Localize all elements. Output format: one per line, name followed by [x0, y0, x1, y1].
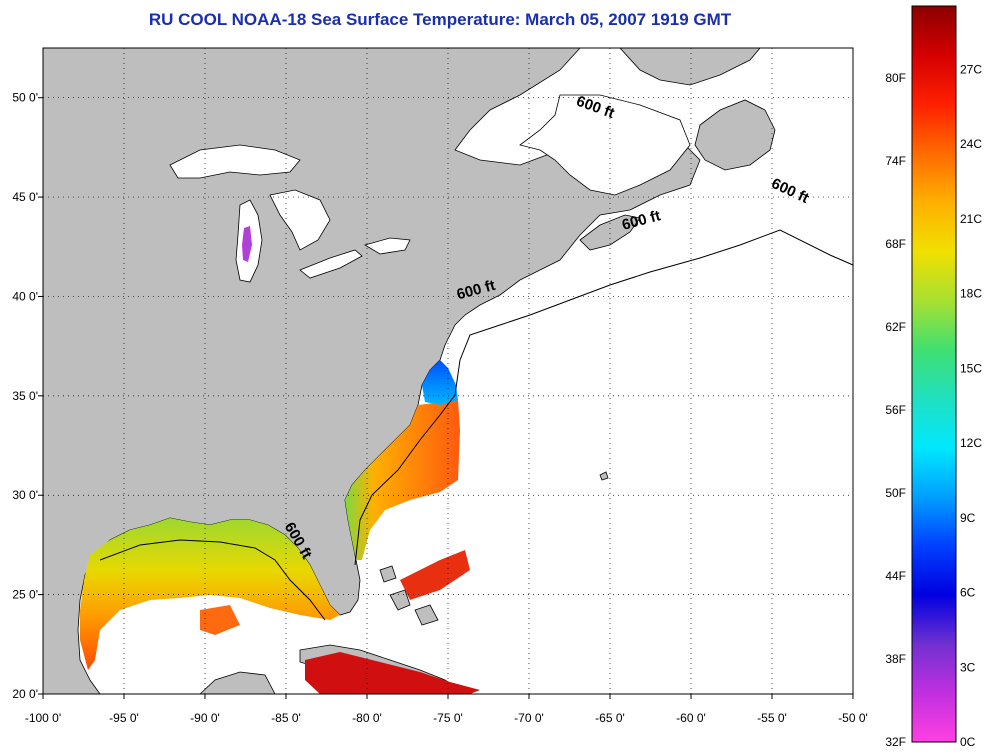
colorbar-celsius-label: 0C — [960, 735, 976, 749]
sst-southeast-shelf — [345, 400, 460, 560]
great-lakes — [169, 144, 411, 283]
sst-gulf-patch-1 — [200, 605, 240, 635]
lon-tick-label: -85 0' — [271, 711, 301, 725]
land-newfoundland — [694, 99, 776, 171]
lake-huron — [269, 189, 331, 251]
colorbar-fahrenheit-label: 80F — [885, 71, 906, 85]
lon-tick-label: -80 0' — [352, 711, 382, 725]
graticule — [43, 48, 853, 694]
lon-tick-label: -70 0' — [514, 711, 544, 725]
sst-gulf-of-mexico — [80, 518, 340, 670]
lat-tick-label: 30 0' — [12, 488, 38, 502]
colorbar-celsius-label: 15C — [960, 361, 982, 375]
land-bahamas-3 — [379, 565, 397, 583]
lon-tick-label: -50 0' — [838, 711, 868, 725]
gulf-st-lawrence — [519, 94, 691, 196]
colorbar-celsius-label: 12C — [960, 436, 982, 450]
land-bermuda — [599, 471, 609, 481]
colorbar-fahrenheit-label: 32F — [885, 735, 906, 749]
land-labrador — [619, 47, 761, 86]
lake-erie — [299, 249, 363, 279]
sst-bahamas-patch-1 — [400, 550, 470, 600]
lat-tick-label: 25 0' — [12, 588, 38, 602]
lat-tick-label: 40 0' — [12, 289, 38, 303]
depth-contour-600ft — [99, 229, 854, 621]
lake-superior — [169, 144, 301, 179]
lat-tick-label: 50 0' — [12, 91, 38, 105]
colorbar-celsius-label: 9C — [960, 511, 976, 525]
lat-tick-label: 20 0' — [12, 687, 38, 701]
colorbar-celsius-label: 24C — [960, 137, 982, 151]
colorbar-fahrenheit-label: 68F — [885, 237, 906, 251]
colorbar-celsius-label: 3C — [960, 660, 976, 674]
colorbar-fahrenheit-label: 62F — [885, 320, 906, 334]
lon-tick-label: -55 0' — [757, 711, 787, 725]
lat-tick-label: 45 0' — [12, 190, 38, 204]
colorbar-celsius-label: 6C — [960, 586, 976, 600]
lat-tick-label: 35 0' — [12, 389, 38, 403]
land-bahamas-2 — [414, 604, 439, 626]
sst-lake-michigan — [242, 226, 252, 262]
colorbar-celsius-label: 21C — [960, 212, 982, 226]
map-axes: -100 0' -95 0' -90 0' -85 0' -80 0' -75 0' -70… — [12, 91, 867, 725]
colorbar-celsius-label: 27C — [960, 63, 982, 77]
lon-tick-label: -65 0' — [595, 711, 625, 725]
colorbar-fahrenheit-label: 38F — [885, 652, 906, 666]
sst-caribbean — [305, 652, 480, 694]
lon-tick-label: -100 0' — [25, 711, 61, 725]
lon-tick-label: -95 0' — [109, 711, 139, 725]
land-bahamas-1 — [389, 589, 411, 611]
lake-ontario — [363, 237, 411, 255]
colorbar-fahrenheit-label: 50F — [885, 486, 906, 500]
colorbar-labels: 80F 74F 68F 62F 56F 50F 44F 38F 32F 27C 24C 21C 18C 1… — [885, 63, 982, 749]
sst-mid-atlantic-cold — [422, 360, 458, 405]
colorbar-fahrenheit-label: 74F — [885, 154, 906, 168]
colorbar-fahrenheit-label: 56F — [885, 403, 906, 417]
map-title: RU COOL NOAA-18 Sea Surface Temperature:… — [148, 10, 732, 29]
lon-tick-label: -90 0' — [190, 711, 220, 725]
colorbar-fill — [911, 5, 957, 743]
colorbar-celsius-label: 18C — [960, 287, 982, 301]
lon-tick-label: -75 0' — [433, 711, 463, 725]
lon-tick-label: -60 0' — [676, 711, 706, 725]
colorbar-fahrenheit-label: 44F — [885, 569, 906, 583]
sst-data-layer — [80, 226, 480, 694]
land-nova-scotia — [579, 214, 641, 251]
